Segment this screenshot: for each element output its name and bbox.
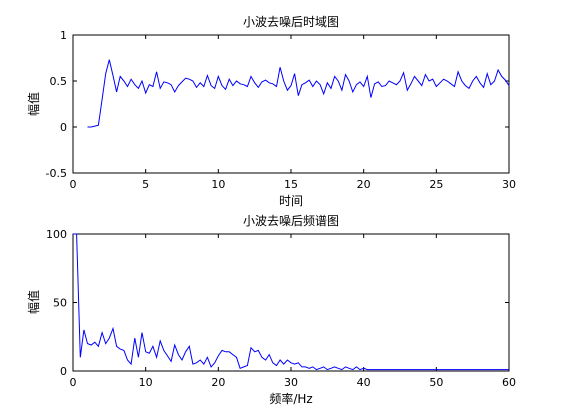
time-domain-ytick-label: 1 (60, 29, 67, 42)
time-domain-xtick-label: 25 (429, 178, 443, 191)
time-domain-plot: 小波去噪后时域图 时间 幅值 0 5 10 15 20 25 30-0.500.51 (26, 15, 516, 208)
frequency-spectrum-ylabel: 幅值 (26, 290, 41, 314)
frequency-spectrum-ytick-label: 50 (53, 297, 67, 310)
frequency-spectrum-ticks: 0 10 20 30 40 50 60 0 50 100 (46, 228, 516, 389)
time-domain-xtick-label: 30 (502, 178, 516, 191)
frequency-spectrum-xtick-label: 0 (70, 376, 77, 389)
frequency-spectrum-xlabel: 频率/Hz (269, 391, 312, 406)
frequency-spectrum-xtick-label: 10 (139, 376, 153, 389)
frequency-spectrum-xtick-label: 20 (211, 376, 225, 389)
frequency-spectrum-xtick-label: 40 (357, 376, 371, 389)
frequency-spectrum-xtick-label: 50 (429, 376, 443, 389)
frequency-spectrum-title: 小波去噪后频谱图 (243, 214, 339, 228)
time-domain-xtick-label: 10 (211, 178, 225, 191)
frequency-spectrum-axes-frame (72, 233, 510, 372)
frequency-spectrum-xtick-label: 30 (284, 376, 298, 389)
time-domain-series-line (87, 59, 510, 128)
time-domain-xtick-label: 0 (70, 178, 77, 191)
time-domain-xtick-label: 5 (142, 178, 149, 191)
time-domain-ytick-label: 0 (60, 121, 67, 134)
time-domain-xlabel: 时间 (279, 194, 303, 208)
time-domain-ytick-label: -0.5 (46, 167, 67, 180)
time-domain-ytick-label: 0.5 (50, 75, 68, 88)
frequency-spectrum-plot: 小波去噪后频谱图 频率/Hz 幅值 0 10 20 30 40 50 60 0 50 100 (26, 214, 516, 406)
time-domain-title: 小波去噪后时域图 (243, 15, 339, 29)
time-domain-ticks: 0 5 10 15 20 25 30-0.500.51 (46, 29, 516, 191)
time-domain-xtick-label: 15 (284, 178, 298, 191)
time-domain-ylabel: 幅值 (26, 92, 41, 116)
time-domain-xtick-label: 20 (357, 178, 371, 191)
frequency-spectrum-ytick-label: 100 (46, 228, 67, 241)
frequency-spectrum-series-line (73, 233, 509, 371)
frequency-spectrum-xtick-label: 60 (502, 376, 516, 389)
frequency-spectrum-ytick-label: 0 (60, 365, 67, 378)
time-domain-axes-frame (72, 34, 510, 174)
